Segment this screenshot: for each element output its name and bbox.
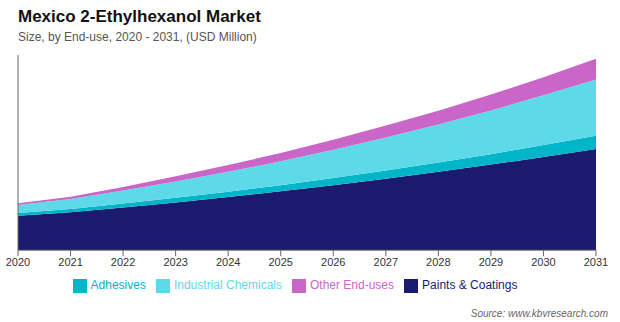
svg-text:2027: 2027 — [374, 256, 398, 268]
svg-text:2030: 2030 — [531, 256, 555, 268]
html-text:Industrial Chemicals: Industrial Chemicals — [173, 278, 282, 293]
svg-text:2020: 2020 — [8, 256, 30, 268]
svg-text:2022: 2022 — [111, 256, 135, 268]
html-text:Other End-uses: Other End-uses — [310, 278, 394, 293]
svg-text:2025: 2025 — [268, 256, 292, 268]
svg-text:2021: 2021 — [58, 256, 82, 268]
svg-text:2024: 2024 — [216, 256, 240, 268]
html-text:Paints & Coatings: Paints & Coatings — [422, 278, 518, 293]
svg-text:2029: 2029 — [479, 256, 503, 268]
html-text:Source: www.kbvresearch.com: Source: www.kbvresearch.com — [470, 308, 608, 319]
html-text:Mexico 2-Ethylhexanol Market: Mexico 2-Ethylhexanol Market — [18, 7, 261, 26]
html-text:Adhesives: Adhesives — [90, 278, 146, 293]
svg-text:2031: 2031 — [584, 256, 608, 268]
svg-text:2026: 2026 — [321, 256, 345, 268]
svg-text:2023: 2023 — [163, 256, 187, 268]
svg-text:2028: 2028 — [426, 256, 450, 268]
html-text:Size, by End-use, 2020 - 2031,: Size, by End-use, 2020 - 2031, (USD Mill… — [18, 30, 257, 44]
